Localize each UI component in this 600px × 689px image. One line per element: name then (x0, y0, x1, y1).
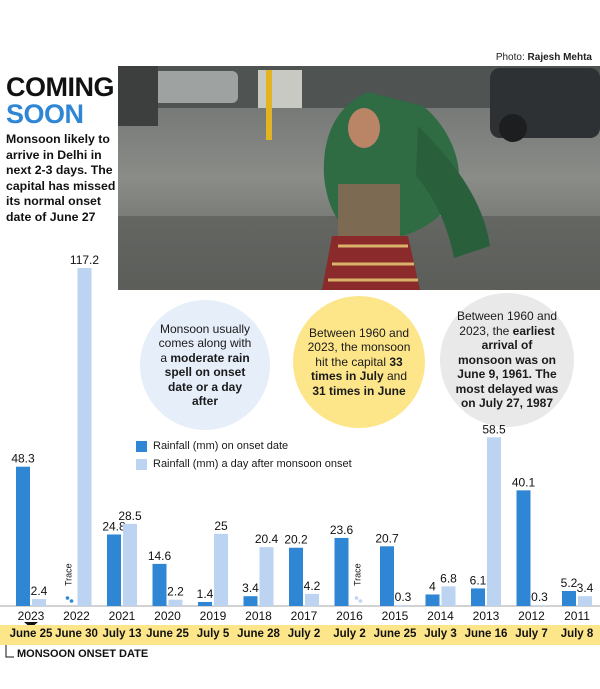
data-label-onset-2016: 23.6 (330, 523, 354, 537)
fact-bubble-earliest-latest: Between 1960 and 2023, the earliest arri… (440, 293, 574, 427)
year-label-2017: 2017 (291, 609, 318, 623)
onset-date-2018: June 28 (237, 628, 280, 640)
data-label-after-2018: 20.4 (255, 532, 279, 546)
bar-onset-2013 (471, 588, 485, 606)
year-label-2021: 2021 (109, 609, 136, 623)
year-label-2013: 2013 (473, 609, 500, 623)
rain-photo (118, 66, 600, 290)
bar-after-2021 (123, 523, 137, 606)
data-label-onset-2012: 40.1 (512, 475, 536, 489)
onset-date-2016: July 2 (333, 628, 366, 640)
data-label-onset-2023: 48.3 (11, 452, 35, 466)
trace-drop2-after-2016 (358, 599, 363, 603)
data-label-onset-2013: 6.1 (470, 573, 487, 587)
photo-credit: Photo: Rajesh Mehta (495, 52, 592, 63)
trace-drop2-onset-2022 (69, 599, 74, 603)
data-label-onset-2018: 3.4 (242, 581, 259, 595)
bar-after-2018 (259, 547, 274, 606)
bar-after-2014 (441, 586, 456, 606)
bar-after-2023 (32, 599, 46, 606)
chart-legend: Rainfall (mm) on onset date Rainfall (mm… (136, 437, 352, 473)
data-label-onset-2019: 1.4 (197, 587, 214, 601)
onset-date-2019: July 5 (196, 628, 230, 640)
bar-onset-2012 (516, 490, 531, 606)
onset-date-2011: July 8 (560, 628, 594, 640)
data-label-onset-2011: 5.2 (561, 576, 578, 590)
data-label-after-2023: 2.4 (31, 584, 48, 598)
onset-date-2014: July 3 (424, 628, 457, 640)
year-label-2012: 2012 (518, 609, 545, 623)
data-label-onset-2021: 24.8 (102, 519, 126, 533)
onset-date-2013: June 16 (464, 628, 508, 640)
headline-line-2: SOON (6, 99, 84, 129)
bar-after-2011 (578, 596, 592, 606)
trace-label-after-2016: Trace (353, 563, 363, 586)
bar-onset-2023 (16, 466, 30, 606)
bar-onset-2015 (380, 546, 394, 606)
data-label-after-2012: 0.3 (531, 590, 548, 604)
legend-swatch-onset (136, 440, 147, 452)
year-label-2020: 2020 (154, 609, 181, 623)
year-label-2016: 2016 (336, 609, 363, 623)
data-label-after-2019: 25 (214, 519, 228, 533)
data-label-after-2022: 117.2 (70, 253, 99, 267)
data-label-onset-2020: 14.6 (148, 549, 172, 563)
bar-onset-2011 (562, 591, 576, 606)
legend-item-onset: Rainfall (mm) on onset date (136, 437, 352, 455)
data-label-after-2014: 6.8 (440, 571, 457, 585)
year-label-2019: 2019 (200, 609, 227, 623)
onset-date-2021: July 13 (102, 628, 142, 640)
bar-after-2020 (168, 599, 183, 606)
year-label-2015: 2015 (382, 609, 409, 623)
data-label-after-2015: 0.3 (395, 590, 412, 604)
data-label-onset-2014: 4 (429, 579, 436, 593)
onset-date-2020: June 25 (146, 628, 189, 640)
year-label-2018: 2018 (245, 609, 272, 623)
bar-onset-2019 (198, 601, 212, 606)
fact-bubble-rain-spell: Monsoon usually comes along with a moder… (140, 300, 270, 430)
headline-panel (0, 66, 118, 290)
trace-drop-onset-2022 (65, 596, 70, 600)
bar-after-2015 (396, 605, 410, 606)
onset-date-2023: June 25 (9, 628, 53, 640)
onset-date-2015: June 25 (373, 628, 417, 640)
legend-item-after: Rainfall (mm) a day after monsoon onset (136, 455, 352, 473)
headline-line-1: COMING (6, 72, 115, 102)
onset-date-2017: July 2 (287, 628, 321, 640)
year-label-2023: 2023 (18, 609, 45, 623)
onset-date-2022: June 30 (55, 628, 98, 640)
bar-onset-2018 (243, 596, 258, 606)
onset-date-label: MONSOON ONSET DATE (17, 648, 149, 660)
trace-label-onset-2022: Trace (64, 563, 74, 586)
data-label-after-2020: 2.2 (167, 585, 184, 599)
bar-onset-2014 (425, 594, 440, 606)
bar-onset-2017 (289, 547, 303, 606)
bar-after-2019 (214, 533, 228, 606)
bar-after-2012 (532, 605, 547, 606)
data-label-after-2021: 28.5 (118, 509, 142, 523)
fact-bubble-june-july: Between 1960 and 2023, the monsoon hit t… (293, 296, 425, 428)
data-label-onset-2017: 20.2 (284, 533, 308, 547)
legend-swatch-after (136, 458, 147, 470)
year-label-2011: 2011 (564, 609, 590, 623)
bar-after-2022 (77, 268, 92, 606)
year-label-2022: 2022 (63, 609, 90, 623)
data-label-after-2017: 4.2 (304, 579, 321, 593)
bar-after-2017 (305, 593, 319, 606)
bar-onset-2021 (107, 534, 121, 606)
lede-text: Monsoon likely to arrive in Delhi in nex… (6, 132, 116, 224)
data-label-after-2011: 3.4 (577, 581, 594, 595)
data-label-after-2013: 58.5 (482, 422, 506, 436)
bar-onset-2020 (152, 563, 167, 606)
onset-date-2012: July 7 (515, 628, 548, 640)
onset-date-strip (0, 625, 600, 645)
data-label-onset-2015: 20.7 (375, 531, 399, 545)
bar-onset-2016 (334, 537, 349, 606)
year-label-2014: 2014 (427, 609, 454, 623)
trace-drop-after-2016 (354, 596, 359, 600)
bar-after-2013 (487, 437, 501, 606)
